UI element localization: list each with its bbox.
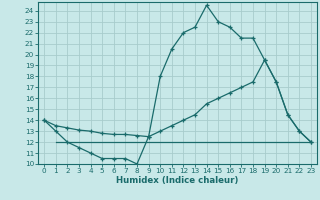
X-axis label: Humidex (Indice chaleur): Humidex (Indice chaleur)	[116, 176, 239, 185]
